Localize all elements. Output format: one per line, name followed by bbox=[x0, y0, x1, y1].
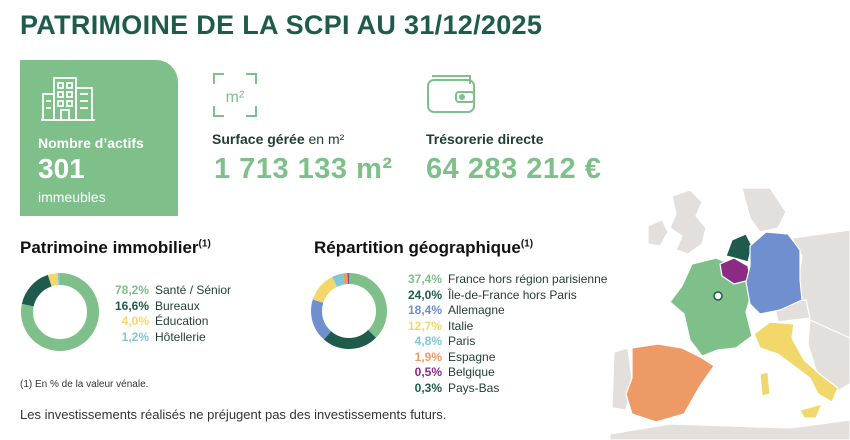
map-ireland bbox=[647, 219, 669, 247]
geo-slice-1 bbox=[311, 273, 387, 349]
patrimoine-slice-3 bbox=[21, 273, 99, 351]
patrimoine-title: Patrimoine immobilier(1) bbox=[20, 238, 211, 257]
patrimoine-legend-pct: 16,6% bbox=[114, 298, 149, 313]
patrimoine-legend-item: 4,0% Éducation bbox=[103, 314, 231, 330]
geo-legend-label: Belgique bbox=[448, 365, 495, 379]
geo-legend-label: France hors région parisienne bbox=[448, 272, 608, 286]
map-north-africa bbox=[610, 419, 850, 440]
surface-label-unit: en m² bbox=[304, 131, 345, 147]
asset-count-label: Nombre d’actifs bbox=[38, 135, 144, 151]
surface-label-bold: Surface gérée bbox=[212, 131, 305, 147]
geo-slice-7 bbox=[311, 273, 387, 349]
geo-legend-pct: 4,8% bbox=[414, 334, 442, 348]
patrimoine-legend-pct: 4,0% bbox=[121, 314, 149, 328]
patrimoine-legend-item: 16,6% Bureaux bbox=[103, 299, 231, 315]
asset-count-card: Nombre d’actifs 301 immeubles bbox=[20, 60, 178, 216]
geo-legend: 37,4% France hors région parisienne 24,0% Î… bbox=[396, 272, 607, 396]
geo-legend-item: 24,0% Île-de-France hors Paris bbox=[396, 288, 607, 304]
patrimoine-donut-chart bbox=[21, 273, 99, 351]
patrimoine-legend-item: 1,2% Hôtellerie bbox=[103, 330, 231, 346]
page-title: PATRIMOINE DE LA SCPI AU 31/12/2025 bbox=[20, 10, 543, 40]
geo-legend-label: Pays-Bas bbox=[448, 380, 500, 395]
geo-legend-pct: 24,0% bbox=[407, 287, 442, 302]
square-meter-icon: m² bbox=[212, 72, 258, 123]
geo-legend-label: Espagne bbox=[448, 349, 496, 364]
asset-count-unit: immeubles bbox=[38, 189, 106, 205]
geo-legend-item: 18,4% Allemagne bbox=[396, 303, 607, 319]
map-netherlands bbox=[725, 233, 753, 263]
wallet-icon bbox=[426, 72, 478, 121]
geo-legend-pct: 0,3% bbox=[414, 380, 442, 395]
patrimoine-legend-label: Bureaux bbox=[155, 298, 200, 313]
geo-legend-item: 12,7% Italie bbox=[396, 319, 607, 335]
geo-legend-item: 0,5% Belgique bbox=[396, 365, 607, 381]
map-germany bbox=[745, 231, 803, 315]
map-spain bbox=[625, 343, 715, 423]
geo-legend-pct: 1,9% bbox=[414, 349, 442, 364]
map-scandinavia bbox=[741, 188, 787, 233]
asset-count-value: 301 bbox=[38, 153, 85, 184]
geo-legend-label: Île-de-France hors Paris bbox=[448, 287, 577, 302]
geo-legend-label: Allemagne bbox=[448, 303, 505, 317]
building-icon bbox=[40, 74, 96, 129]
footnote: (1) En % de la valeur vénale. bbox=[20, 379, 149, 390]
treasury-label: Trésorerie directe bbox=[426, 131, 544, 147]
patrimoine-legend-pct: 1,2% bbox=[121, 329, 149, 344]
geo-legend-pct: 18,4% bbox=[407, 303, 442, 317]
map-italy bbox=[753, 321, 839, 403]
geo-title: Répartition géographique(1) bbox=[314, 238, 534, 257]
geo-legend-pct: 12,7% bbox=[407, 318, 442, 333]
map-sicily bbox=[799, 403, 824, 419]
patrimoine-legend-item: 78,2% Santé / Sénior bbox=[103, 283, 231, 299]
patrimoine-legend-label: Hôtellerie bbox=[155, 329, 206, 344]
geo-legend-item: 1,9% Espagne bbox=[396, 350, 607, 366]
surface-label: Surface gérée en m² bbox=[212, 131, 344, 147]
geo-donut-chart bbox=[311, 273, 387, 349]
geo-legend-pct: 37,4% bbox=[407, 272, 442, 286]
map-paris-marker bbox=[713, 291, 723, 301]
disclaimer: Les investissements réalisés ne préjugen… bbox=[20, 407, 447, 422]
geo-legend-label: Italie bbox=[448, 318, 474, 333]
geo-legend-item: 0,3% Pays-Bas bbox=[396, 381, 607, 397]
europe-map bbox=[610, 188, 850, 440]
geo-slice-2 bbox=[311, 273, 387, 349]
treasury-value: 64 283 212 € bbox=[426, 153, 602, 185]
map-sardinia bbox=[759, 371, 771, 397]
geo-legend-pct: 0,5% bbox=[414, 365, 442, 379]
patrimoine-legend-label: Santé / Sénior bbox=[155, 283, 232, 297]
geo-legend-item: 4,8% Paris bbox=[396, 334, 607, 350]
geo-legend-item: 37,4% France hors région parisienne bbox=[396, 272, 607, 288]
geo-legend-label: Paris bbox=[448, 334, 476, 348]
patrimoine-legend-label: Éducation bbox=[155, 314, 209, 328]
square-meter-icon-text: m² bbox=[226, 89, 245, 106]
patrimoine-legend-pct: 78,2% bbox=[114, 283, 149, 297]
map-uk bbox=[669, 189, 707, 255]
patrimoine-legend: 78,2% Santé / Sénior 16,6% Bureaux 4,0% Éduca… bbox=[103, 283, 231, 345]
surface-value: 1 713 133 m² bbox=[214, 153, 393, 185]
